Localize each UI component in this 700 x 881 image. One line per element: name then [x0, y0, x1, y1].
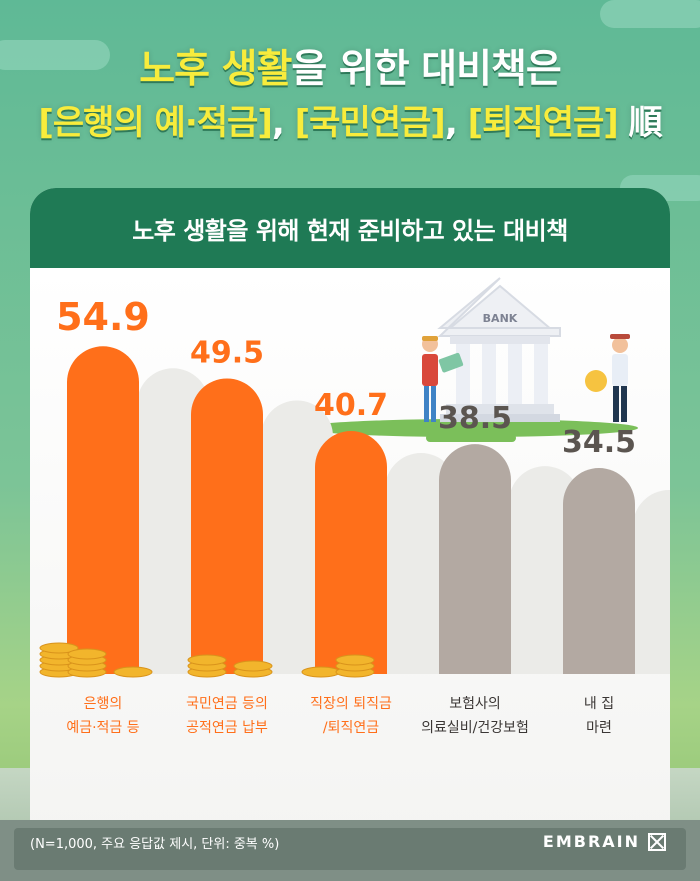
headline-line-1: 노후 생활을 위한 대비책은	[0, 38, 700, 94]
brand-mark-icon	[648, 832, 666, 851]
bank-illustration: BANK	[302, 277, 638, 442]
category-label: 마련	[586, 720, 612, 736]
coin	[187, 654, 227, 666]
brand-logo: EMBRAIN	[543, 832, 666, 851]
category-label: 직장의 퇴직금	[310, 696, 392, 712]
coin	[233, 660, 273, 672]
headline-highlight: 노후 생활	[139, 47, 292, 92]
headline-separator: ,	[271, 103, 295, 143]
headline-item-3: [퇴직연금]	[467, 103, 619, 143]
value-label: 54.9	[56, 295, 150, 339]
headline-separator: ,	[444, 103, 468, 143]
category-label: 공적연금 납부	[186, 720, 268, 736]
cloud-decoration	[600, 0, 700, 28]
bar	[315, 431, 387, 674]
coin-stacks	[39, 642, 375, 678]
headline-text: 을 위한 대비책은	[291, 47, 561, 92]
category-label: 국민연금 등의	[186, 696, 268, 712]
survey-note: (N=1,000, 주요 응답값 제시, 단위: 중복 %)	[30, 837, 280, 852]
category-label: 예금·적금 등	[66, 720, 139, 736]
coin	[113, 666, 153, 678]
headline-suffix: 順	[617, 103, 663, 143]
bars	[67, 346, 635, 674]
chart-card: 노후 생활을 위해 현재 준비하고 있는 대비책 BANK	[30, 188, 670, 848]
coin	[335, 654, 375, 666]
category-label: 의료실비/건강보험	[421, 720, 529, 736]
bank-sign: BANK	[483, 312, 518, 325]
category-label: /퇴직연금	[323, 720, 379, 736]
coin	[39, 642, 79, 654]
bar	[439, 444, 511, 674]
bar	[191, 378, 263, 674]
coin	[67, 648, 107, 660]
headline-item-2: [국민연금]	[294, 103, 446, 143]
footer-panel	[14, 828, 686, 870]
bar-chart: BANK	[39, 277, 670, 736]
value-labels: 54.9 49.5 40.7 38.5 34.5	[56, 295, 636, 460]
bar	[67, 346, 139, 674]
value-label: 49.5	[190, 335, 264, 370]
value-label: 40.7	[314, 388, 388, 423]
coin	[301, 666, 341, 678]
headline-line-2: [은행의 예·적금], [국민연금], [퇴직연금] 順	[0, 95, 700, 144]
value-label: 38.5	[438, 401, 512, 436]
bar-shadow	[633, 490, 670, 674]
bar	[563, 468, 635, 674]
cloud-decoration	[0, 40, 110, 70]
category-label: 내 집	[584, 696, 614, 712]
chart-area: BANK	[30, 268, 670, 848]
value-label: 34.5	[562, 425, 636, 460]
category-label: 보험사의	[449, 696, 501, 712]
card-title: 노후 생활을 위해 현재 준비하고 있는 대비책	[30, 188, 670, 268]
headline-item-1: [은행의 예·적금]	[38, 103, 273, 143]
brand-name: EMBRAIN	[542, 832, 640, 851]
category-label: 은행의	[84, 696, 123, 712]
